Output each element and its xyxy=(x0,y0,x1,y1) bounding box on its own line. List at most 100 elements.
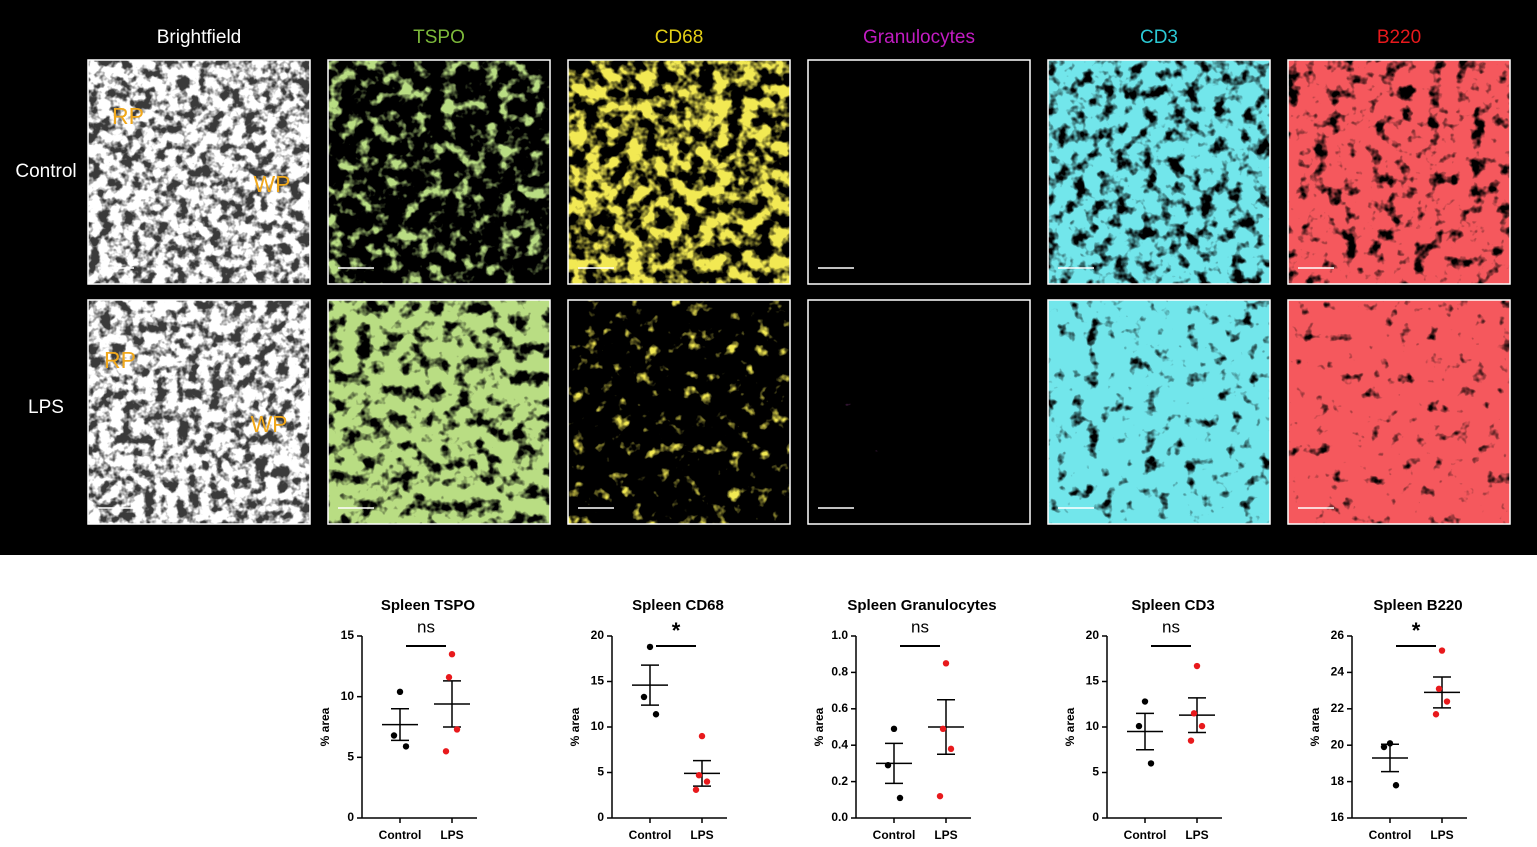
y-tick-label: 0 xyxy=(1092,810,1099,824)
panel-border xyxy=(87,299,311,525)
data-point xyxy=(698,732,706,740)
data-point xyxy=(1438,647,1446,654)
micrograph-texture xyxy=(88,300,310,524)
y-tick-label: 10 xyxy=(591,719,605,733)
data-point xyxy=(442,748,450,755)
panel-border xyxy=(87,59,311,285)
region-label: RP xyxy=(112,103,144,129)
x-tick-label: Control xyxy=(629,828,672,842)
panel-border xyxy=(1047,299,1271,525)
data-point xyxy=(646,643,654,651)
x-tick-label: LPS xyxy=(1430,828,1453,842)
column-header: B220 xyxy=(1377,27,1421,48)
significance-label: * xyxy=(672,618,681,643)
data-point xyxy=(652,711,660,718)
micrograph-texture xyxy=(328,60,550,284)
data-point xyxy=(402,743,410,750)
y-axis-label: % area xyxy=(318,707,332,746)
y-tick-label: 0.4 xyxy=(831,737,848,751)
x-tick-label: Control xyxy=(1369,828,1412,842)
data-point xyxy=(1193,662,1201,670)
x-tick-label: Control xyxy=(1124,828,1167,842)
micrograph-texture xyxy=(1048,300,1270,524)
data-point xyxy=(884,762,892,769)
y-tick-label: 24 xyxy=(1331,665,1345,679)
panel-border xyxy=(1287,59,1511,285)
data-point xyxy=(1380,743,1388,751)
region-label: WP xyxy=(250,411,287,437)
chart-title: Spleen B220 xyxy=(1373,597,1462,614)
y-axis-label: % area xyxy=(812,707,826,746)
y-tick-label: 5 xyxy=(347,750,354,764)
chart-title: Spleen TSPO xyxy=(381,597,476,614)
significance-label: * xyxy=(1412,618,1421,643)
data-point xyxy=(453,726,461,733)
data-point xyxy=(1386,740,1394,747)
data-point xyxy=(890,725,898,733)
y-tick-label: 15 xyxy=(1086,674,1100,688)
significance-label: ns xyxy=(417,617,435,636)
column-header: Granulocytes xyxy=(863,27,975,48)
significance-label: ns xyxy=(1162,617,1180,636)
data-point xyxy=(896,794,904,802)
panel-border xyxy=(1287,299,1511,525)
y-tick-label: 15 xyxy=(591,674,605,688)
data-point xyxy=(390,732,398,739)
data-point xyxy=(936,792,944,800)
panel-border xyxy=(567,59,791,285)
chart-title: Spleen CD3 xyxy=(1131,597,1214,614)
micrograph-texture xyxy=(1288,60,1510,284)
y-tick-label: 18 xyxy=(1331,774,1345,788)
x-tick-label: Control xyxy=(873,828,916,842)
micrograph-texture xyxy=(568,300,790,524)
data-point xyxy=(703,778,711,785)
data-point xyxy=(1190,710,1198,717)
data-point xyxy=(942,660,950,667)
y-tick-label: 1.0 xyxy=(831,628,848,642)
x-tick-label: LPS xyxy=(1185,828,1208,842)
panel-border xyxy=(1047,59,1271,285)
region-label: RP xyxy=(104,347,136,373)
column-header: TSPO xyxy=(413,27,465,48)
data-point xyxy=(695,772,703,779)
data-point xyxy=(939,725,947,733)
data-point xyxy=(396,688,404,696)
y-tick-label: 20 xyxy=(591,628,605,642)
x-tick-label: Control xyxy=(379,828,422,842)
y-tick-label: 0.2 xyxy=(831,774,848,788)
y-tick-label: 5 xyxy=(597,765,604,779)
micrograph-texture xyxy=(1048,60,1270,284)
y-axis-label: % area xyxy=(1308,707,1322,746)
chart-title: Spleen Granulocytes xyxy=(847,597,996,614)
micrograph-texture xyxy=(568,60,790,284)
panel-border xyxy=(807,299,1031,525)
y-tick-label: 0.0 xyxy=(831,810,848,824)
x-tick-label: LPS xyxy=(934,828,957,842)
y-tick-label: 15 xyxy=(341,628,355,642)
data-point xyxy=(640,693,648,701)
data-point xyxy=(1443,698,1451,705)
y-tick-label: 26 xyxy=(1331,628,1345,642)
data-point xyxy=(1432,711,1440,718)
micrograph-texture xyxy=(88,60,310,284)
column-header: CD3 xyxy=(1140,27,1178,48)
y-tick-label: 0 xyxy=(597,810,604,824)
column-header: Brightfield xyxy=(157,27,242,48)
y-tick-label: 0.6 xyxy=(831,701,848,715)
y-tick-label: 22 xyxy=(1331,701,1345,715)
micrograph-texture xyxy=(808,300,1030,524)
data-point xyxy=(1135,722,1143,730)
region-label: WP xyxy=(253,171,290,197)
data-point xyxy=(947,745,955,753)
y-tick-label: 20 xyxy=(1331,737,1345,751)
data-point xyxy=(445,674,453,681)
y-tick-label: 20 xyxy=(1086,628,1100,642)
y-tick-label: 16 xyxy=(1331,810,1345,824)
y-tick-label: 0 xyxy=(347,810,354,824)
significance-label: ns xyxy=(911,617,929,636)
y-axis-label: % area xyxy=(568,707,582,746)
y-tick-label: 5 xyxy=(1092,765,1099,779)
x-tick-label: LPS xyxy=(440,828,463,842)
data-point xyxy=(448,651,456,658)
